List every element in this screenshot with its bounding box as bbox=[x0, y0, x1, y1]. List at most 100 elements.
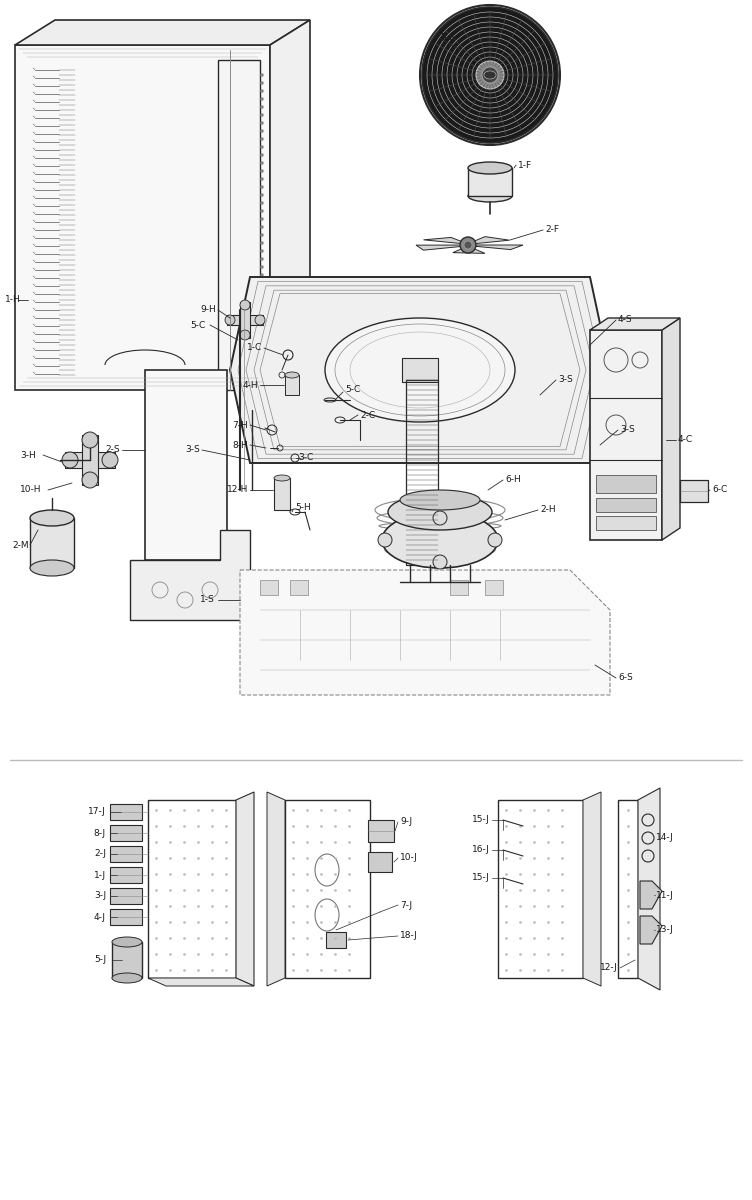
Circle shape bbox=[260, 274, 263, 276]
Text: 3-S: 3-S bbox=[620, 426, 635, 434]
Circle shape bbox=[260, 226, 263, 228]
Ellipse shape bbox=[388, 494, 492, 530]
Ellipse shape bbox=[274, 475, 290, 481]
Text: 10-J: 10-J bbox=[400, 853, 418, 863]
Text: 5-C: 5-C bbox=[345, 385, 360, 395]
Polygon shape bbox=[130, 530, 250, 620]
Circle shape bbox=[62, 452, 78, 468]
Bar bbox=[285, 800, 370, 978]
Bar bbox=[82, 434, 98, 485]
Text: 16-J: 16-J bbox=[472, 846, 490, 854]
Bar bbox=[468, 168, 512, 196]
Circle shape bbox=[260, 306, 263, 308]
Bar bbox=[596, 475, 656, 493]
Circle shape bbox=[260, 354, 263, 356]
Bar bbox=[65, 452, 115, 468]
Bar bbox=[240, 302, 250, 338]
Circle shape bbox=[240, 330, 250, 340]
Bar bbox=[30, 518, 74, 568]
Polygon shape bbox=[638, 788, 660, 990]
Text: 11-J: 11-J bbox=[656, 890, 674, 900]
Circle shape bbox=[260, 322, 263, 324]
Ellipse shape bbox=[488, 533, 502, 547]
Bar bbox=[110, 804, 142, 820]
Bar bbox=[498, 800, 583, 978]
Bar bbox=[145, 370, 227, 560]
Circle shape bbox=[260, 114, 263, 116]
Circle shape bbox=[260, 337, 263, 341]
Ellipse shape bbox=[468, 190, 512, 202]
Text: 12-H: 12-H bbox=[226, 486, 248, 494]
Circle shape bbox=[260, 234, 263, 236]
Circle shape bbox=[260, 265, 263, 269]
Circle shape bbox=[460, 236, 476, 253]
Text: 3-S: 3-S bbox=[558, 376, 573, 384]
Circle shape bbox=[260, 154, 263, 156]
Text: 4-H: 4-H bbox=[242, 380, 258, 390]
Text: 4-C: 4-C bbox=[678, 436, 693, 444]
Circle shape bbox=[260, 282, 263, 284]
Ellipse shape bbox=[30, 510, 74, 526]
Text: 8-J: 8-J bbox=[94, 828, 106, 838]
Text: 7-H: 7-H bbox=[232, 420, 248, 430]
Circle shape bbox=[82, 472, 98, 488]
Text: 6-C: 6-C bbox=[712, 486, 727, 494]
Circle shape bbox=[476, 61, 504, 89]
Circle shape bbox=[260, 378, 263, 380]
Text: 15-J: 15-J bbox=[472, 816, 490, 824]
Circle shape bbox=[260, 130, 263, 132]
Bar bbox=[406, 380, 438, 565]
Circle shape bbox=[255, 314, 265, 325]
Polygon shape bbox=[423, 238, 467, 244]
Bar bbox=[596, 498, 656, 512]
Ellipse shape bbox=[468, 162, 512, 174]
Bar bbox=[260, 580, 278, 595]
Circle shape bbox=[260, 145, 263, 149]
Bar bbox=[402, 358, 438, 382]
Circle shape bbox=[260, 313, 263, 317]
Circle shape bbox=[82, 432, 98, 448]
Text: 5-J: 5-J bbox=[94, 955, 106, 965]
Polygon shape bbox=[416, 245, 464, 250]
Bar bbox=[274, 478, 290, 510]
Text: 5-S: 5-S bbox=[440, 34, 455, 42]
Circle shape bbox=[260, 241, 263, 245]
Text: 1-S: 1-S bbox=[200, 595, 215, 605]
Bar bbox=[680, 480, 708, 502]
Polygon shape bbox=[15, 20, 310, 44]
Circle shape bbox=[464, 241, 472, 248]
Text: 3-S: 3-S bbox=[185, 445, 200, 455]
Text: 10-H: 10-H bbox=[20, 486, 41, 494]
Circle shape bbox=[260, 193, 263, 197]
Ellipse shape bbox=[484, 71, 496, 79]
Text: 6-S: 6-S bbox=[618, 673, 632, 683]
Bar bbox=[110, 826, 142, 841]
Bar bbox=[596, 516, 656, 530]
Circle shape bbox=[260, 169, 263, 173]
Polygon shape bbox=[472, 245, 523, 250]
Circle shape bbox=[260, 289, 263, 293]
Polygon shape bbox=[469, 236, 510, 244]
Bar bbox=[368, 820, 394, 842]
Text: 9-J: 9-J bbox=[400, 817, 412, 827]
Circle shape bbox=[482, 67, 498, 83]
Bar bbox=[112, 942, 142, 978]
Polygon shape bbox=[236, 792, 254, 986]
Text: 1-J: 1-J bbox=[94, 870, 106, 880]
Circle shape bbox=[422, 7, 558, 143]
Bar bbox=[110, 910, 142, 925]
Polygon shape bbox=[590, 318, 680, 330]
Ellipse shape bbox=[400, 490, 480, 510]
Text: 2-S: 2-S bbox=[105, 445, 120, 455]
Circle shape bbox=[102, 452, 118, 468]
Circle shape bbox=[260, 186, 263, 188]
Text: 3-J: 3-J bbox=[94, 892, 106, 900]
Text: 1-F: 1-F bbox=[518, 161, 532, 169]
Polygon shape bbox=[218, 60, 260, 390]
Circle shape bbox=[260, 298, 263, 300]
Text: 2-F: 2-F bbox=[545, 226, 559, 234]
Text: 2-M: 2-M bbox=[12, 540, 29, 550]
Circle shape bbox=[260, 346, 263, 348]
Polygon shape bbox=[583, 792, 601, 986]
Text: 1-H: 1-H bbox=[5, 295, 21, 305]
